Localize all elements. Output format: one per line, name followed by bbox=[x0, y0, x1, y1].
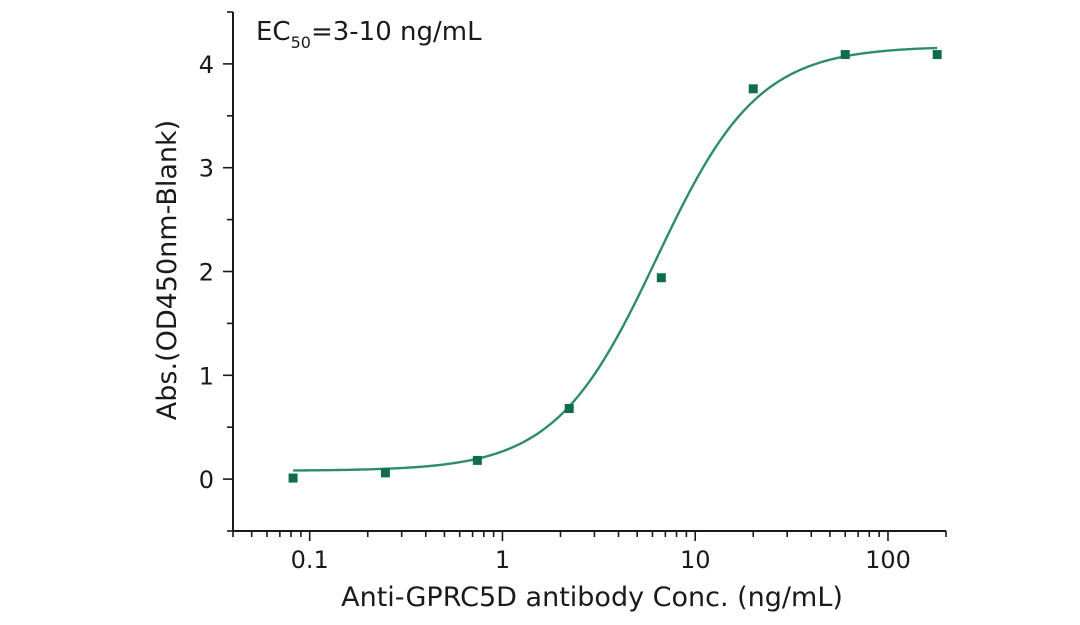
data-point bbox=[472, 455, 482, 465]
x-tick-label: 10 bbox=[680, 546, 711, 574]
ec50-subscript: 50 bbox=[291, 33, 311, 52]
y-tick-label: 2 bbox=[199, 259, 214, 287]
data-point bbox=[840, 50, 850, 60]
ec50-prefix: EC bbox=[256, 17, 291, 47]
x-axis-title: Anti-GPRC5D antibody Conc. (ng/mL) bbox=[341, 582, 843, 613]
fit-curve bbox=[293, 46, 938, 472]
x-axis-ticks: 0.1 1 10 100 bbox=[232, 531, 947, 574]
data-points bbox=[288, 50, 942, 483]
y-tick-label: 3 bbox=[199, 155, 214, 183]
data-point bbox=[656, 273, 666, 283]
x-tick-label: 1 bbox=[495, 546, 510, 574]
data-point bbox=[932, 50, 942, 60]
y-tick-label: 4 bbox=[199, 51, 214, 79]
ec50-annotation: EC50=3-10 ng/mL bbox=[256, 17, 482, 52]
data-point bbox=[288, 473, 298, 483]
data-point bbox=[380, 468, 390, 478]
y-tick-label: 0 bbox=[199, 466, 214, 494]
y-axis-title: Abs.(OD450nm-Blank) bbox=[152, 120, 183, 420]
x-tick-label: 0.1 bbox=[291, 546, 329, 574]
y-axis-ticks: 0 1 2 3 4 bbox=[199, 11, 233, 532]
y-tick-label: 1 bbox=[199, 362, 214, 390]
data-point bbox=[748, 84, 758, 94]
ec50-value: =3-10 ng/mL bbox=[311, 17, 482, 47]
x-tick-label: 100 bbox=[865, 546, 911, 574]
data-point bbox=[564, 404, 574, 414]
axes bbox=[232, 12, 946, 532]
